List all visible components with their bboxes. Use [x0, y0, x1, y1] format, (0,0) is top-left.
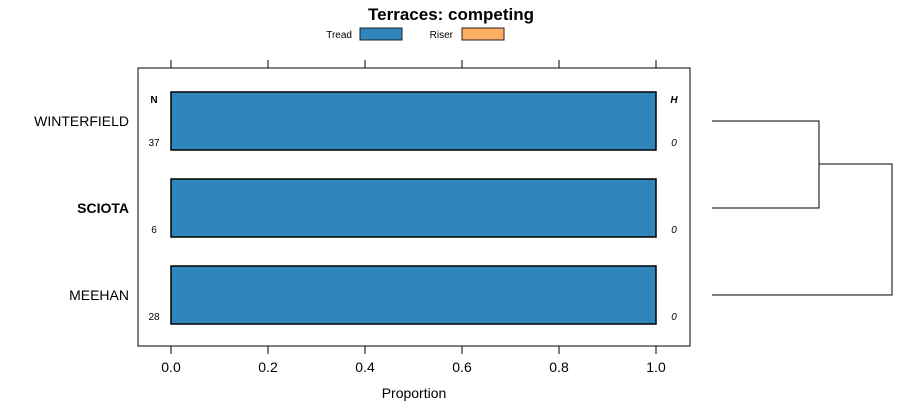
x-tick-label: 0.8	[549, 359, 569, 375]
n-value: 6	[151, 225, 157, 236]
dendrogram-branch-1	[712, 120, 820, 209]
legend-label-riser: Riser	[430, 30, 454, 41]
n-value: 28	[148, 312, 160, 323]
h-value: 0	[671, 225, 677, 236]
bar-tread	[170, 178, 657, 238]
x-tick-label: 0.6	[452, 359, 472, 375]
x-tick-label: 0.4	[355, 359, 375, 375]
legend: Tread Riser	[326, 27, 505, 41]
dendrogram	[712, 120, 893, 296]
legend-label-tread: Tread	[326, 30, 352, 41]
n-header: N	[150, 95, 157, 106]
bar-tread	[170, 91, 657, 151]
x-tick-label: 1.0	[646, 359, 666, 375]
h-header: H	[670, 95, 678, 106]
chart-title: Terraces: competing	[368, 5, 534, 24]
x-tick-label: 0.0	[161, 359, 181, 375]
bar-tread	[170, 265, 657, 325]
category-label: WINTERFIELD	[34, 113, 129, 129]
bars: WINTERFIELD 37 0 SCIOTA 6 0 MEEHAN 28 0	[34, 91, 677, 325]
legend-swatch-tread	[359, 27, 403, 41]
x-axis-label: Proportion	[382, 385, 447, 401]
h-value: 0	[671, 312, 677, 323]
dendrogram-branch-2	[712, 163, 893, 296]
plot-frame	[137, 67, 691, 347]
category-label: SCIOTA	[77, 200, 129, 216]
n-value: 37	[148, 138, 160, 149]
legend-swatch-riser	[461, 27, 505, 41]
x-axis: 0.0 0.2 0.4 0.6 0.8 1.0	[161, 60, 666, 375]
category-label: MEEHAN	[69, 287, 129, 303]
h-value: 0	[671, 138, 677, 149]
x-tick-label: 0.2	[258, 359, 278, 375]
